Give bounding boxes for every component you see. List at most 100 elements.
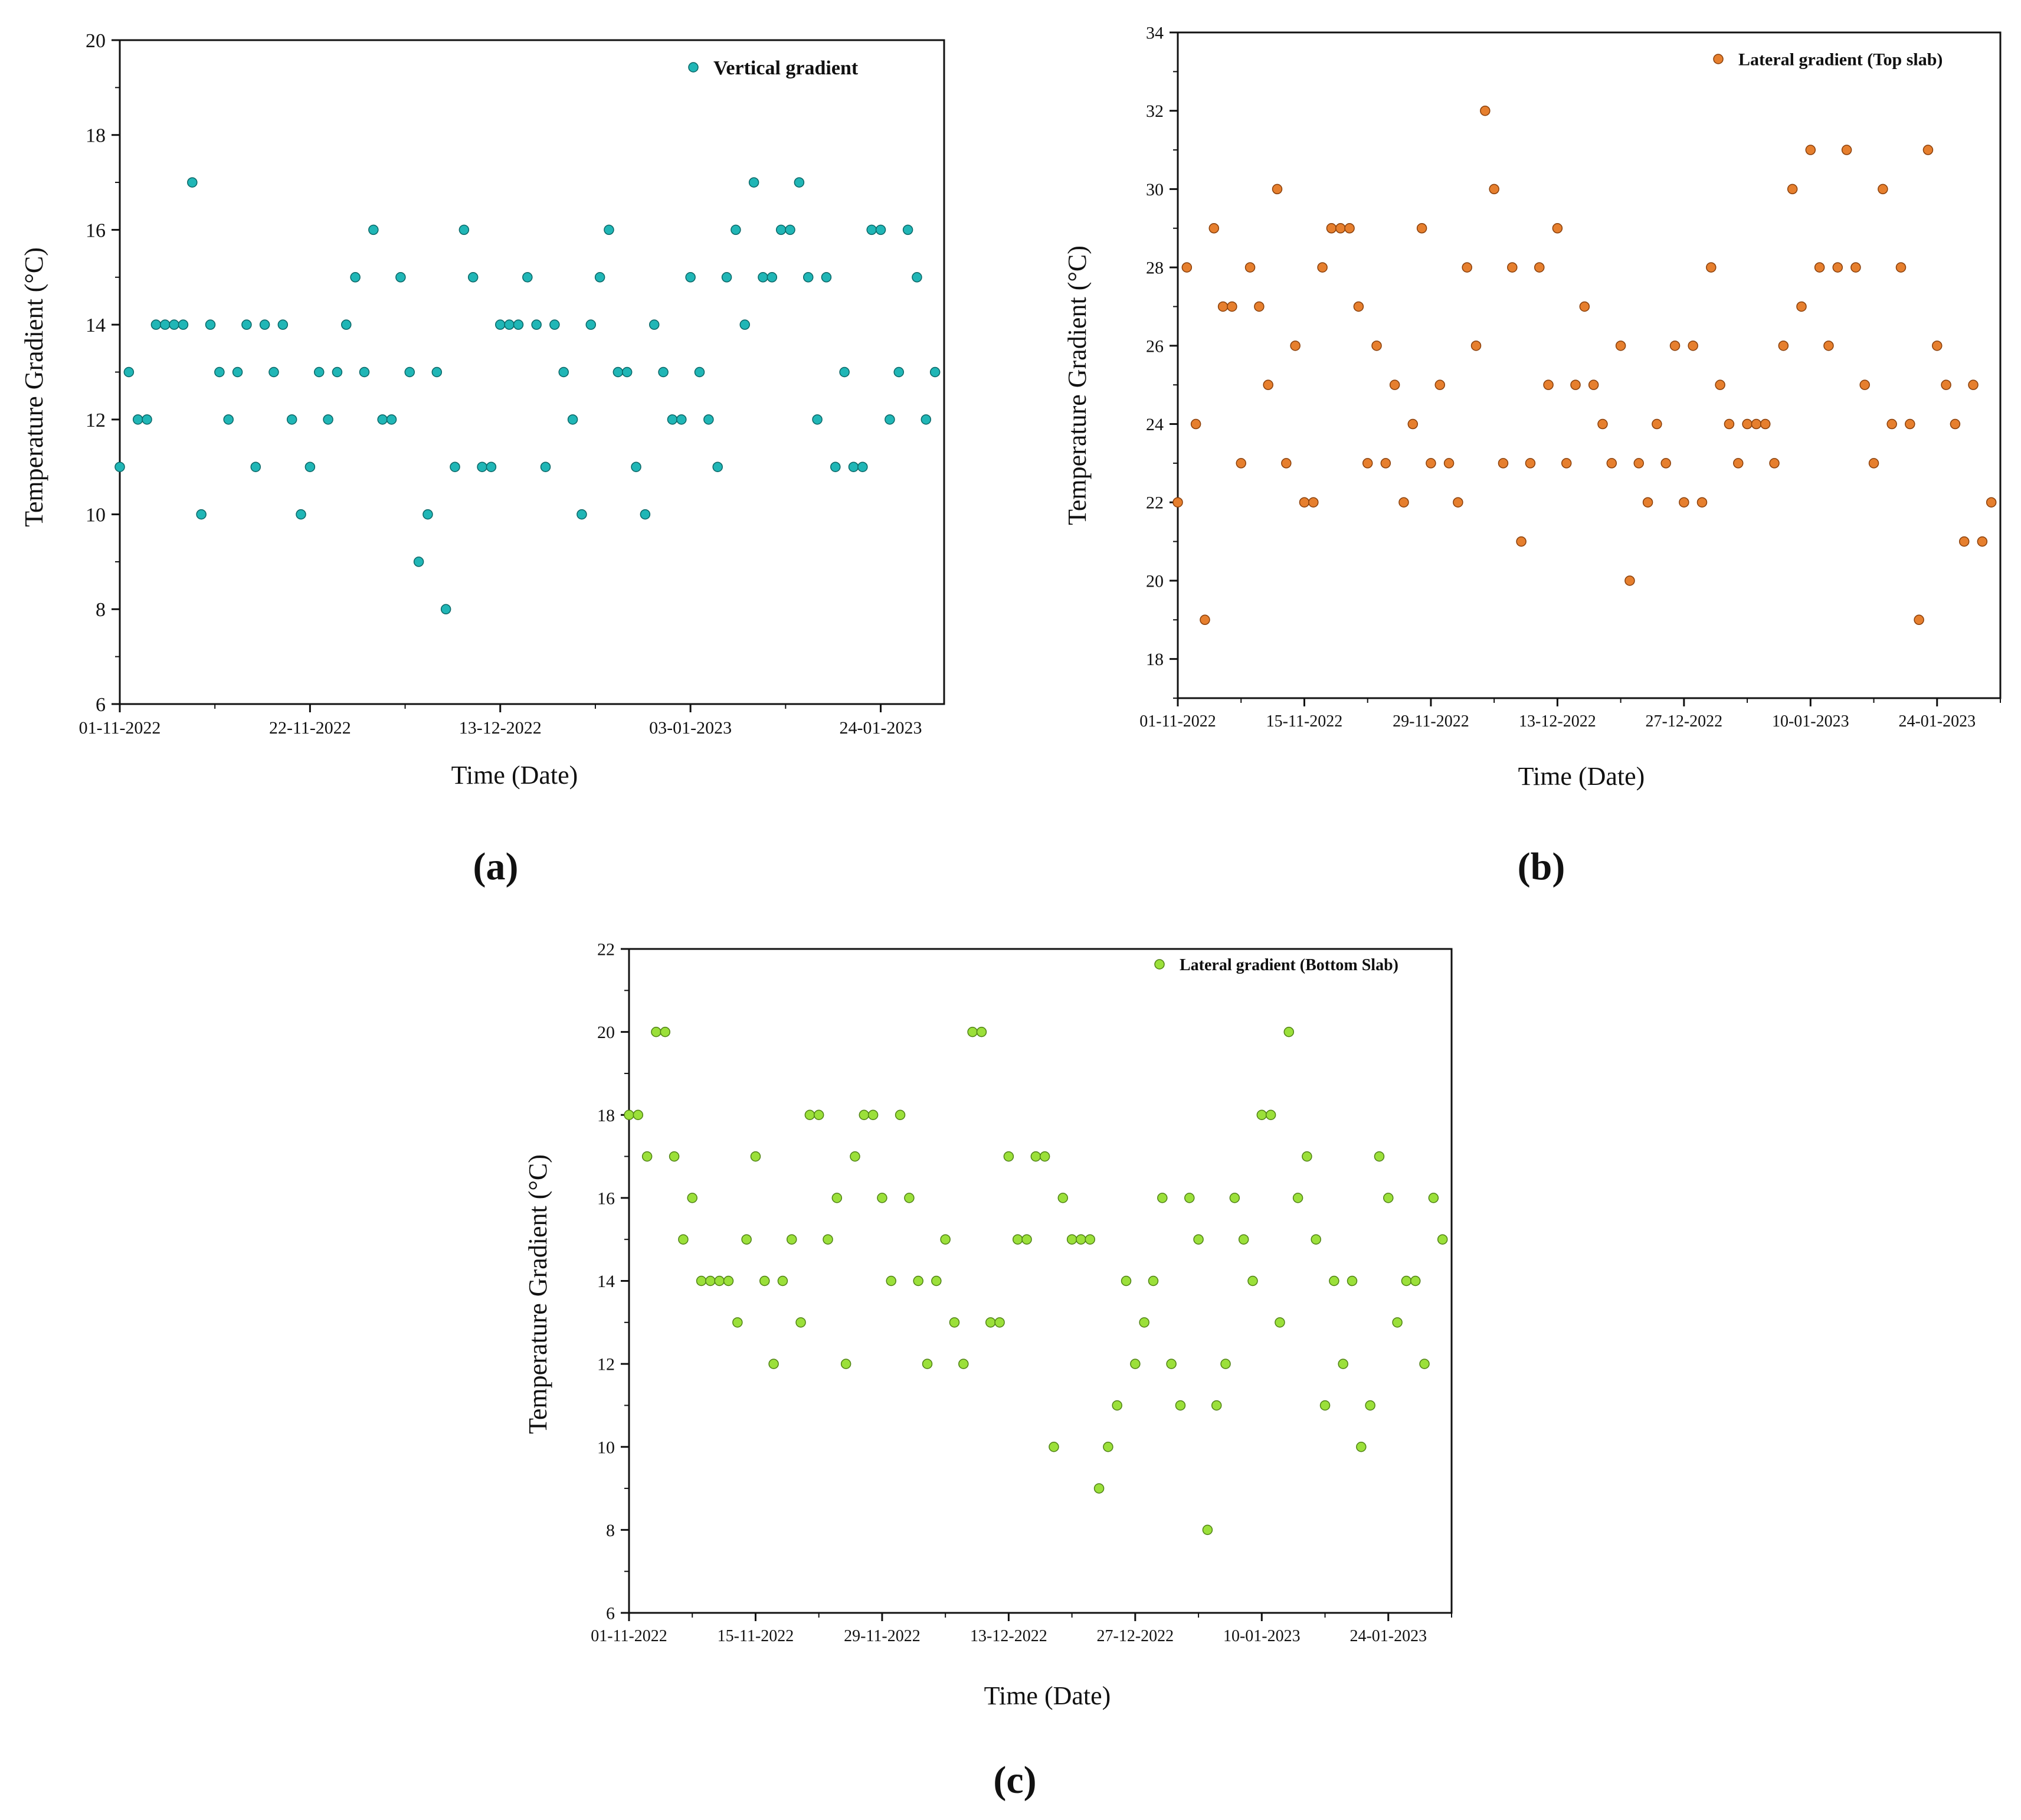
panel-a-data-point [431, 366, 443, 378]
panel-a-data-point [604, 224, 614, 235]
panel-a-data-point [223, 414, 234, 425]
panel-b-data-point [1453, 497, 1463, 508]
panel-c-data-point [1057, 1193, 1069, 1203]
panel-c-data-point [1121, 1275, 1132, 1287]
panel-a-x-tick-label: 03-01-2023 [649, 718, 732, 738]
panel-b-data-point [1299, 497, 1310, 508]
panel-c-data-point [1292, 1193, 1303, 1203]
panel-a-y-tick-label: 18 [86, 125, 106, 147]
panel-c-data-point [958, 1359, 969, 1369]
panel-a-data-point [585, 319, 597, 330]
panel-b-y-tick-label: 26 [1146, 336, 1164, 356]
panel-c-data-point [1030, 1151, 1041, 1162]
panel-b-data-point [1552, 223, 1563, 234]
panel-c-data-point [1410, 1275, 1421, 1287]
panel-b-data-point [1389, 379, 1400, 390]
panel-c-data-point [1066, 1234, 1077, 1245]
panel-b-data-point [1498, 458, 1509, 469]
panel-b-data-point [1633, 458, 1645, 469]
panel-a-data-point [205, 319, 216, 330]
panel-a-x-tick-label: 13-12-2022 [459, 718, 542, 738]
panel-a-data-point [268, 366, 279, 378]
panel-a-data-point [413, 557, 424, 567]
panel-a-data-point [785, 224, 795, 235]
panel-b-data-point [1688, 341, 1698, 351]
panel-a-data-point [169, 319, 179, 330]
panel-b-data-point [1353, 301, 1364, 312]
panel-c-data-point [1166, 1359, 1177, 1369]
panel-c-data-point [1157, 1193, 1168, 1203]
panel-b-axes-frame [1177, 31, 2002, 699]
panel-b-data-point [1859, 379, 1870, 390]
panel-a-data-point [359, 366, 370, 378]
panel-c-legend-label: Lateral gradient (Bottom Slab) [1180, 956, 1398, 974]
panel-a-data-point [921, 414, 932, 425]
panel-b-data-point [1507, 262, 1518, 273]
panel-a-data-point [775, 224, 787, 235]
panel-b-data-point [1426, 458, 1436, 469]
panel-a-data-point [558, 366, 569, 378]
panel-c-data-point [759, 1275, 770, 1287]
panel-c-y-tick-label: 12 [597, 1355, 615, 1374]
panel-b-data-point [1443, 458, 1455, 469]
panel-b-data-point [1208, 223, 1220, 234]
panel-a-data-point [368, 224, 379, 235]
panel-a-data-point [232, 366, 243, 378]
panel-c-data-point [904, 1193, 915, 1203]
panel-b-data-point [1462, 262, 1472, 273]
panel-c-data-point [1193, 1234, 1204, 1245]
panel-a-data-point [123, 366, 135, 378]
panel-b-data-point [1588, 379, 1599, 390]
panel-b-data-point [1742, 418, 1753, 430]
panel-b-data-point [1814, 262, 1825, 273]
panel-b-y-tick-label: 20 [1146, 571, 1164, 591]
panel-b-data-point [1525, 458, 1536, 469]
panel-c-data-point [1419, 1359, 1430, 1369]
panel-b-data-point [1290, 341, 1301, 351]
panel-c-y-axis-title: Temperature Gradient (°C) [523, 1154, 552, 1434]
panel-b-data-point [1950, 418, 1961, 430]
panel-a-data-point [631, 461, 641, 472]
panel-b-data-point [1579, 301, 1590, 312]
panel-a-data-point [821, 272, 832, 283]
panel-c-x-tick-label: 24-01-2023 [1349, 1627, 1427, 1645]
panel-b-x-tick-label: 29-11-2022 [1393, 712, 1469, 731]
panel-a-data-point [567, 414, 578, 425]
panel-c-x-axis-title: Time (Date) [984, 1681, 1111, 1710]
panel-a-data-point [377, 414, 388, 425]
panel-a-data-point [531, 319, 542, 330]
panel-a-data-point [912, 272, 922, 283]
panel-a-data-point [703, 414, 714, 425]
panel-a-data-point [676, 414, 687, 425]
panel-a-data-point [250, 461, 261, 472]
panel-c-data-point [795, 1317, 806, 1328]
panel-a-data-point [350, 272, 361, 283]
panel-c-data-point [967, 1026, 978, 1037]
panel-c-data-point [1283, 1026, 1295, 1037]
panel-a-data-point [458, 224, 470, 235]
panel-b-data-point [1724, 418, 1735, 430]
panel-a-data-point [848, 461, 859, 472]
panel-a-data-point [731, 224, 741, 235]
panel-b-x-axis-title: Time (Date) [1518, 762, 1645, 791]
panel-a-data-point [178, 319, 189, 330]
panel-c-data-point [696, 1275, 707, 1287]
panel-a-data-point [504, 319, 515, 330]
panel-b-data-point [1407, 418, 1419, 430]
panel-a-data-point [323, 414, 333, 425]
panel-b-top-slab-chart: 18 20 22 24 26 28 30 32 34 01-11-2022 15-11-2022 29… [1063, 24, 2002, 888]
panel-c-x-tick-label: 10-01-2023 [1223, 1627, 1301, 1645]
panel-a-data-point [648, 319, 660, 330]
panel-b-legend-marker [1713, 54, 1724, 64]
panel-b-data-point [1281, 458, 1292, 469]
panel-a-data-point [440, 604, 451, 615]
panel-c-data-point [678, 1234, 689, 1245]
panel-b-data-point [1380, 458, 1391, 469]
panel-a-data-point [875, 224, 886, 235]
panel-b-data-point [1733, 458, 1744, 469]
panel-c-data-point [931, 1275, 942, 1287]
panel-c-x-tick-label: 29-11-2022 [844, 1627, 921, 1645]
panel-c-data-point [1338, 1359, 1348, 1369]
panel-b-data-point [1660, 458, 1671, 469]
